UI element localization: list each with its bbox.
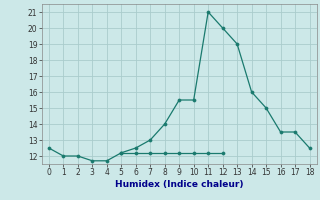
X-axis label: Humidex (Indice chaleur): Humidex (Indice chaleur) [115, 180, 244, 189]
